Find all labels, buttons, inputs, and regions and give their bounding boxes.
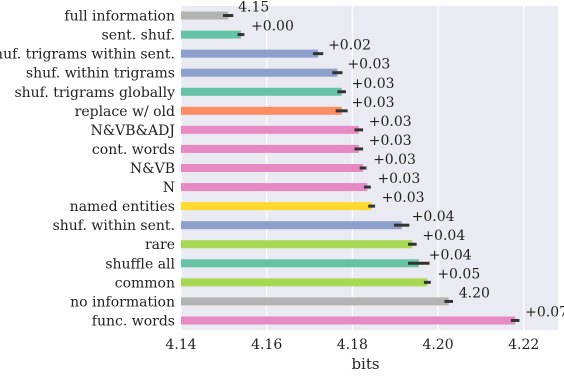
category-label: full information bbox=[64, 9, 175, 25]
bar bbox=[181, 278, 428, 287]
value-annotation: +0.03 bbox=[377, 171, 420, 187]
bar bbox=[181, 221, 402, 230]
bar bbox=[181, 30, 241, 39]
category-label: shuf. trigrams globally bbox=[14, 85, 175, 101]
category-label: cont. words bbox=[92, 142, 175, 158]
value-annotation: +0.02 bbox=[328, 38, 371, 54]
bar bbox=[181, 240, 413, 249]
category-label: shuffle all bbox=[105, 256, 175, 272]
value-annotation: 4.20 bbox=[459, 285, 490, 301]
value-annotation: +0.04 bbox=[429, 247, 472, 263]
bar bbox=[181, 106, 342, 115]
category-label: replace w/ old bbox=[75, 104, 175, 120]
bar bbox=[181, 202, 372, 211]
x-tick-label: 4.22 bbox=[508, 337, 539, 353]
bar bbox=[181, 87, 342, 96]
x-axis-label: bits bbox=[351, 355, 379, 372]
category-label: func. words bbox=[92, 313, 175, 329]
value-annotation: +0.03 bbox=[352, 76, 395, 92]
value-annotation: +0.07 bbox=[525, 304, 564, 320]
category-label: common bbox=[115, 275, 175, 291]
bar bbox=[181, 125, 359, 134]
category-label: N&VB&ADJ bbox=[90, 123, 175, 139]
category-label: N&VB bbox=[130, 161, 175, 177]
category-label: shuf. trigrams within sent. bbox=[0, 47, 175, 63]
bar bbox=[181, 68, 338, 77]
category-label: named entities bbox=[70, 199, 175, 215]
value-annotation: +0.03 bbox=[352, 95, 395, 111]
value-annotation: +0.03 bbox=[382, 190, 425, 206]
value-annotation: +0.03 bbox=[373, 152, 416, 168]
category-label: no information bbox=[70, 294, 175, 310]
value-annotation: 4.15 bbox=[238, 0, 269, 16]
value-annotation: +0.00 bbox=[251, 19, 294, 35]
value-annotation: +0.03 bbox=[369, 133, 412, 149]
value-annotation: +0.04 bbox=[422, 228, 465, 244]
category-label: N bbox=[163, 180, 175, 196]
value-annotation: +0.05 bbox=[437, 266, 480, 282]
value-annotation: +0.04 bbox=[412, 209, 455, 225]
category-label: sent. shuf. bbox=[102, 28, 175, 44]
bar bbox=[181, 316, 516, 325]
category-label: shuf. within sent. bbox=[53, 218, 175, 234]
x-tick-label: 4.16 bbox=[251, 337, 282, 353]
bar bbox=[181, 11, 229, 20]
bar bbox=[181, 49, 319, 58]
bar bbox=[181, 144, 359, 153]
category-label: rare bbox=[145, 237, 175, 253]
value-annotation: +0.03 bbox=[347, 57, 390, 73]
x-tick-label: 4.18 bbox=[337, 337, 368, 353]
value-annotation: +0.03 bbox=[369, 114, 412, 130]
bar bbox=[181, 183, 368, 192]
x-tick-label: 4.14 bbox=[165, 337, 196, 353]
x-tick-label: 4.20 bbox=[422, 337, 453, 353]
bar bbox=[181, 164, 364, 172]
bar bbox=[181, 297, 449, 306]
bar bbox=[181, 259, 419, 268]
category-label: shuf. within trigrams bbox=[26, 66, 175, 82]
